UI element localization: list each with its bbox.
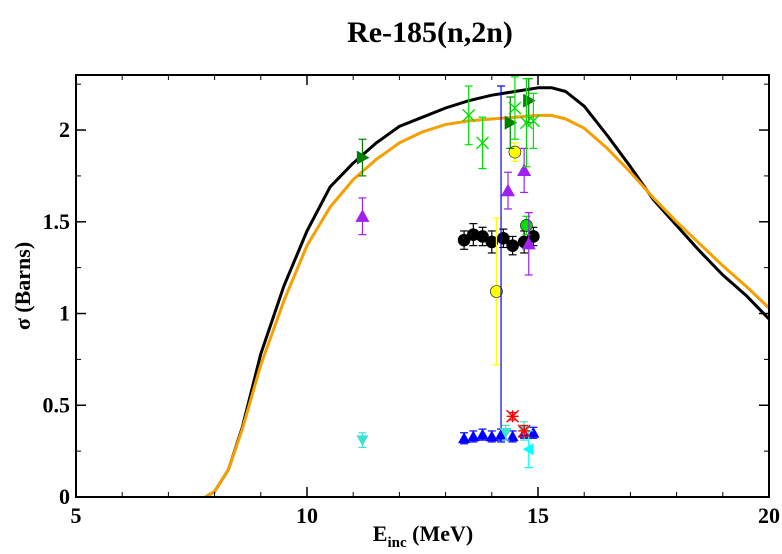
y-axis: 0 0.5 1 1.5 2 — [43, 83, 769, 509]
data-point-marker — [506, 430, 519, 442]
data-point-marker — [527, 230, 540, 243]
data-point-marker — [527, 426, 540, 438]
data-point-marker — [356, 150, 370, 165]
x-tick-label: 20 — [758, 503, 780, 528]
data-point-marker — [497, 231, 510, 245]
data-point-marker — [476, 230, 489, 243]
data-point-marker — [490, 285, 503, 298]
y-tick-label: 1 — [59, 301, 70, 326]
data-series-2 — [490, 142, 522, 366]
y-tick-label: 0.5 — [43, 392, 71, 417]
data-point-marker — [517, 424, 531, 438]
y-axis-label: σ (Barns) — [10, 242, 35, 330]
data-point-marker — [506, 409, 520, 423]
data-point-marker — [504, 115, 518, 130]
data-point-marker — [355, 209, 370, 222]
data-series-4 — [355, 147, 536, 276]
chart-title: Re-185(n,2n) — [347, 16, 513, 49]
data-point-marker — [517, 163, 532, 177]
x-tick-label: 5 — [71, 503, 82, 528]
data-points — [355, 76, 540, 469]
data-point-marker — [506, 239, 519, 252]
data-point-marker — [457, 233, 471, 247]
x-axis-label-unit: (MeV) — [407, 521, 474, 546]
x-axis-label-main: E — [373, 521, 388, 546]
model-curves — [204, 86, 769, 497]
x-tick-label: 10 — [296, 503, 318, 528]
data-series-8 — [497, 85, 506, 443]
data-point-marker — [500, 183, 515, 197]
data-series-9 — [356, 421, 531, 449]
x-tick-label: 15 — [527, 503, 549, 528]
data-point-marker — [521, 236, 536, 250]
x-axis: 5 10 15 20 — [71, 75, 780, 528]
data-point-marker — [508, 145, 522, 159]
data-point-marker — [458, 432, 471, 444]
y-tick-label: 1.5 — [43, 209, 71, 234]
data-point-marker — [467, 430, 480, 442]
data-point-marker — [508, 101, 522, 115]
data-point-marker — [520, 219, 533, 232]
x-axis-label-sub: inc — [387, 535, 407, 551]
data-point-marker — [462, 108, 476, 122]
data-point-marker — [522, 443, 534, 456]
data-point-marker — [476, 428, 489, 440]
plot-frame — [75, 74, 770, 498]
data-series-6 — [462, 76, 540, 170]
data-point-marker — [485, 235, 499, 249]
model-curve-2 — [204, 113, 769, 497]
data-point-marker — [499, 427, 512, 439]
data-point-marker — [485, 430, 498, 442]
x-axis-label: Einc (MeV) — [373, 521, 473, 551]
y-tick-label: 2 — [59, 117, 70, 142]
data-series-11 — [506, 409, 531, 438]
y-tick-label: 0 — [59, 484, 70, 509]
data-point-marker — [476, 136, 490, 150]
data-point-marker — [356, 435, 369, 447]
model-curve-1 — [204, 86, 769, 497]
data-point-marker — [526, 114, 540, 128]
